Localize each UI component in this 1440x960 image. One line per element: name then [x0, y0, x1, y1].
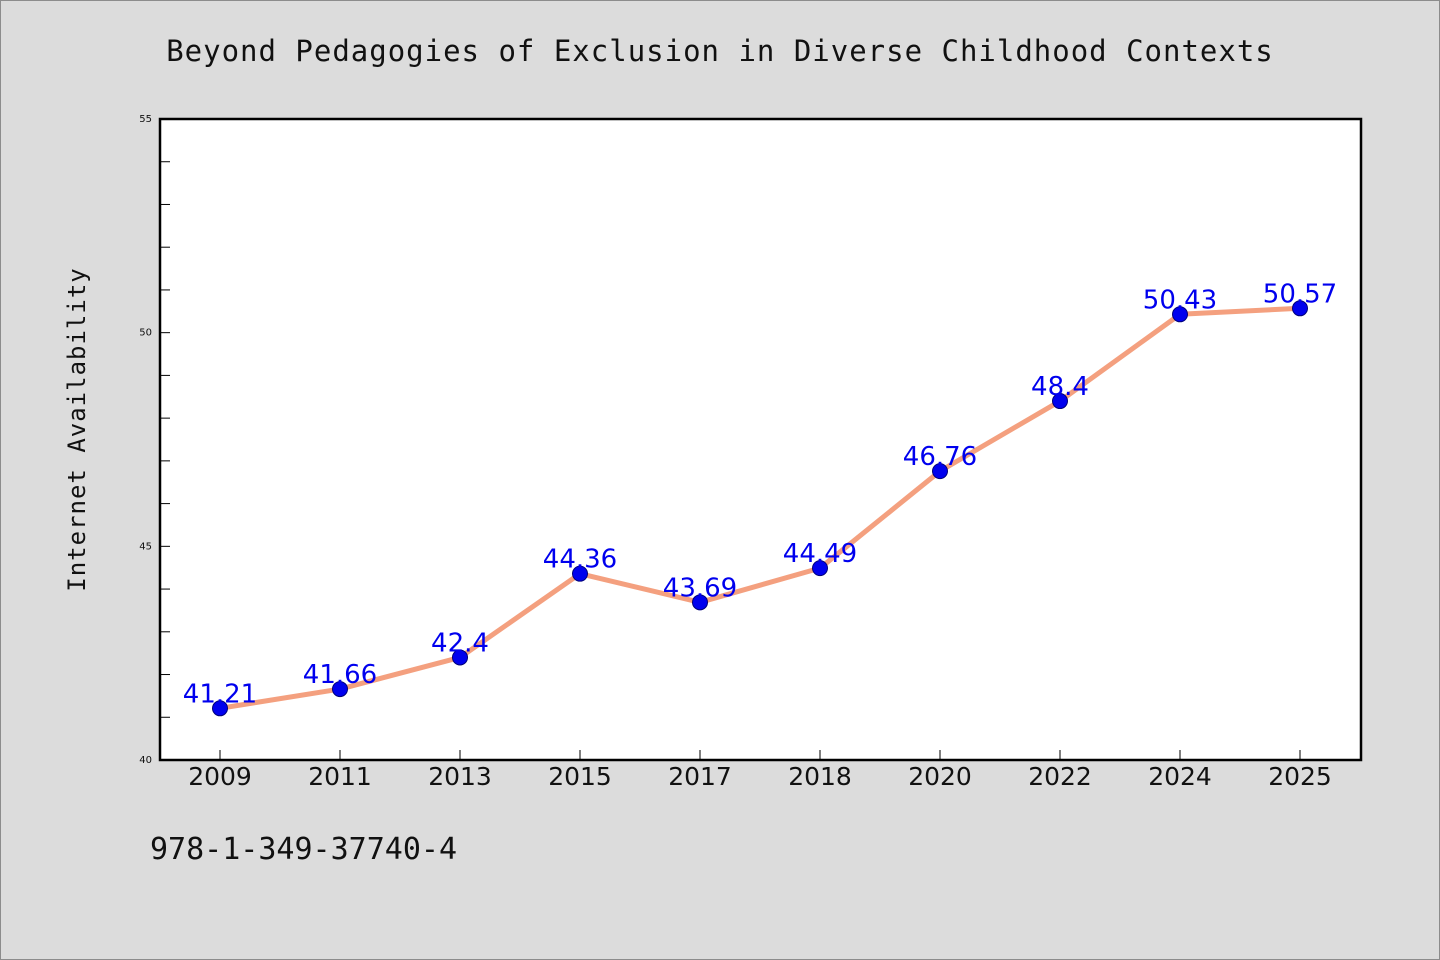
data-point — [812, 560, 828, 577]
y-axis: 40 45 50 55 — [139, 114, 170, 766]
x-axis: 2009 2011 2013 2015 2017 2018 2020 2022 2024 2025 — [188, 750, 1332, 791]
data-label: 46.76 — [903, 442, 977, 472]
data-point — [452, 649, 468, 666]
x-tick-label: 2015 — [548, 762, 612, 791]
data-label: 44.49 — [783, 539, 857, 569]
data-label: 48.4 — [1031, 372, 1089, 402]
data-label: 50.43 — [1143, 285, 1217, 315]
data-point — [332, 681, 348, 698]
series-line — [217, 305, 1303, 711]
x-tick-label: 2011 — [308, 762, 372, 791]
isbn-footer: 978-1-349-37740-4 — [150, 832, 458, 867]
data-label: 41.21 — [183, 679, 257, 709]
data-point — [572, 565, 588, 582]
series-line-group — [217, 305, 1303, 711]
y-tick-label: 40 — [139, 755, 152, 766]
data-label: 43.69 — [663, 573, 737, 603]
data-label: 44.36 — [543, 545, 617, 575]
data-point — [692, 594, 708, 611]
x-tick-label: 2009 — [188, 762, 252, 791]
y-tick-label: 45 — [139, 541, 152, 552]
chart-title: Beyond Pedagogies of Exclusion in Divers… — [166, 34, 1274, 68]
x-tick-label: 2018 — [788, 762, 852, 791]
data-point — [1172, 306, 1188, 323]
data-point — [212, 700, 228, 717]
y-tick-label: 50 — [139, 328, 152, 339]
data-point — [1292, 300, 1308, 317]
y-tick-label: 55 — [139, 114, 152, 125]
x-tick-label: 2013 — [428, 762, 492, 791]
data-label: 42.4 — [431, 628, 489, 658]
data-point — [1052, 393, 1068, 410]
x-tick-label: 2022 — [1028, 762, 1092, 791]
x-tick-label: 2017 — [668, 762, 732, 791]
plot-area — [158, 117, 1363, 762]
data-point — [932, 463, 948, 480]
data-label: 41.66 — [303, 660, 377, 690]
series-points-group — [212, 300, 1308, 717]
x-tick-label: 2025 — [1268, 762, 1332, 791]
y-axis-label: Internet Availability — [63, 267, 91, 591]
x-tick-label: 2024 — [1148, 762, 1212, 791]
series-labels-group: 41.21 41.66 42.4 44.36 43.69 44.49 46.76 48.4 50… — [183, 279, 1337, 709]
data-label: 50.57 — [1263, 279, 1337, 309]
x-tick-label: 2020 — [908, 762, 972, 791]
